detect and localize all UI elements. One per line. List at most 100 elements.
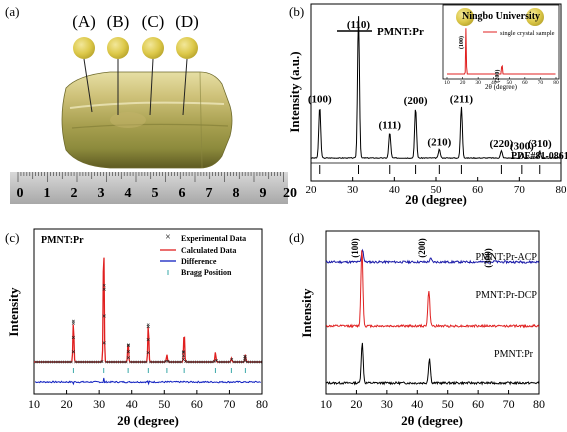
x-tick-label: 50 xyxy=(431,184,443,196)
legend-label-bragg: Bragg Position xyxy=(181,268,232,277)
experimental-point xyxy=(179,360,183,364)
x-tick-label: 60 xyxy=(191,397,203,411)
panel-d-peak-labels: (100) (200) (300) xyxy=(350,238,493,268)
panel-c-legend: × Experimental Data Calculated Data Diff… xyxy=(160,232,246,277)
experimental-point xyxy=(243,355,247,358)
peak-label: (111) xyxy=(378,119,401,131)
series-label-acp: PMNT:Pr-ACP xyxy=(475,252,537,263)
sphere-c xyxy=(142,37,164,59)
sample-label-d: (D) xyxy=(175,12,199,31)
inset-sphere-right xyxy=(526,8,544,26)
experimental-point xyxy=(54,360,58,364)
x-tick-label: 20 xyxy=(61,397,73,411)
legend-label-difference: Difference xyxy=(181,257,217,266)
experimental-point xyxy=(208,360,212,364)
experimental-point xyxy=(236,360,240,364)
panel-c-xlabel: 2θ (degree) xyxy=(117,413,179,428)
x-tick-label: 80 xyxy=(256,397,268,411)
x-tick-label: 80 xyxy=(556,184,567,196)
panel-b-label: (b) xyxy=(289,4,304,19)
panel-c-plot xyxy=(34,257,262,386)
experimental-point xyxy=(217,360,221,364)
ruler-number: 3 xyxy=(98,186,105,201)
experimental-point xyxy=(228,360,232,364)
experimental-point xyxy=(104,360,108,364)
experimental-point xyxy=(69,360,73,364)
ruler-number: 8 xyxy=(233,186,240,201)
experimental-point xyxy=(210,360,214,364)
experimental-point xyxy=(60,360,64,364)
experimental-point xyxy=(111,360,115,364)
ruler-number: 4 xyxy=(125,186,132,201)
experimental-point xyxy=(122,360,126,364)
x-tick-label: 70 xyxy=(223,397,235,411)
inset-x-tick-label: 10 xyxy=(444,80,450,86)
experimental-point xyxy=(135,360,139,364)
experimental-point xyxy=(120,360,124,364)
experimental-point xyxy=(76,360,80,364)
series-line xyxy=(325,342,540,386)
sample-label-c: (C) xyxy=(142,12,165,31)
experimental-point xyxy=(109,360,113,364)
experimental-point xyxy=(148,360,152,364)
experimental-point xyxy=(166,359,170,363)
peak-label: (210) xyxy=(427,136,451,148)
experimental-point xyxy=(232,360,236,364)
experimental-point xyxy=(71,350,76,354)
panel-c-x-ticks: 10 20 30 40 50 60 70 80 xyxy=(28,390,268,411)
experimental-point xyxy=(144,360,148,364)
x-tick-label: 20 xyxy=(306,184,318,196)
peak-label: (100) xyxy=(308,94,332,106)
experimental-point xyxy=(126,344,131,348)
experimental-point xyxy=(102,287,106,291)
x-tick-label: 30 xyxy=(381,397,393,411)
experimental-point xyxy=(157,360,161,364)
experimental-point xyxy=(197,360,201,364)
panel-d-frame xyxy=(325,230,540,395)
experimental-point xyxy=(175,360,179,364)
experimental-point xyxy=(258,360,262,364)
panel-b-legend-label: PMNT:Pr xyxy=(377,26,424,38)
inset-xlabel: 2θ (degree) xyxy=(485,83,518,91)
experimental-point xyxy=(188,360,192,364)
x-tick-label: 60 xyxy=(472,397,484,411)
peak-label: (300) xyxy=(510,141,534,153)
experimental-point xyxy=(89,360,93,364)
peak-label: (110) xyxy=(347,19,371,31)
panel-c: (c) PMNT:Pr Intensity 2θ (degree) 10 20 30… xyxy=(5,228,268,428)
inset-x-ticks: 10 20 30 40 50 60 70 80 xyxy=(444,77,559,86)
experimental-point xyxy=(190,360,194,364)
x-tick-label: 40 xyxy=(126,397,138,411)
experimental-point xyxy=(71,319,75,323)
experimental-point xyxy=(102,341,106,345)
legend-label-calculated: Calculated Data xyxy=(181,246,236,255)
x-tick-label: 30 xyxy=(347,184,359,196)
experimental-point xyxy=(63,360,67,364)
inset-legend-label: single crystal sample xyxy=(500,30,555,37)
experimental-point xyxy=(162,360,166,364)
experimental-point xyxy=(91,360,95,364)
x-tick-label: 70 xyxy=(514,184,526,196)
panel-d-xlabel: 2θ (degree) xyxy=(401,413,463,428)
sample-labels: (A) (B) (C) (D) xyxy=(72,12,199,31)
peak-label: (211) xyxy=(450,94,474,106)
panel-b-xlabel: 2θ (degree) xyxy=(405,192,467,207)
experimental-point xyxy=(137,360,141,364)
experimental-point xyxy=(126,356,131,360)
ruler-number: 1 xyxy=(44,186,51,201)
panel-b-plot xyxy=(310,16,562,160)
series-line xyxy=(325,250,540,329)
experimental-point xyxy=(146,338,150,342)
experimental-point xyxy=(36,360,40,364)
x-tick-label: 80 xyxy=(533,397,545,411)
inset-peak-label: (200) xyxy=(494,70,501,83)
panel-c-frame xyxy=(33,228,263,395)
experimental-point xyxy=(247,360,251,364)
experimental-point xyxy=(80,360,84,364)
experimental-point xyxy=(115,360,119,364)
experimental-point xyxy=(203,360,207,364)
experimental-point xyxy=(98,360,102,364)
experimental-point xyxy=(254,360,258,364)
experimental-point xyxy=(146,323,150,327)
